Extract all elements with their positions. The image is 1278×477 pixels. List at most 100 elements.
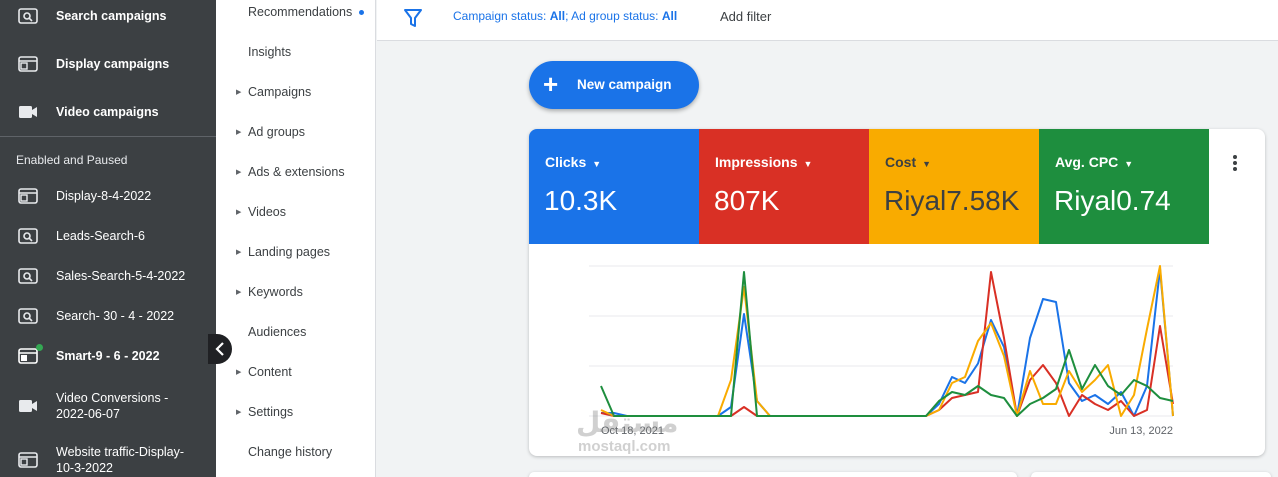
nav-item-change-history[interactable]: Change history (216, 432, 376, 472)
series-line-clicks (601, 268, 1174, 417)
watermark-latin: mostaql.com (578, 438, 671, 455)
collapse-sidebar-button[interactable] (208, 334, 232, 364)
campaign-sidebar: Search campaigns Display campaigns Video c… (0, 0, 216, 477)
dropdown-arrow-icon: ▼ (1124, 159, 1134, 169)
sidebar-item-label: Display campaigns (56, 57, 170, 71)
nav-item-audiences[interactable]: Audiences (216, 312, 376, 352)
chevron-left-icon (215, 342, 224, 356)
nav-item-label: Videos (248, 205, 286, 219)
filter-icon[interactable] (403, 7, 423, 29)
nav-item-label: Landing pages (248, 245, 331, 259)
dropdown-arrow-icon: ▼ (803, 159, 813, 169)
metric-name: Clicks (545, 154, 587, 170)
new-campaign-button[interactable]: + New campaign (529, 61, 699, 109)
new-campaign-label: New campaign (577, 77, 672, 92)
display-campaign-icon (18, 452, 38, 468)
nav-item-label: Audiences (248, 325, 307, 339)
performance-overview-card: Clicks ▼ 10.3K Impressions ▼ 807K Cost ▼ Riyal7.… (529, 129, 1265, 456)
nav-item-label: Ad groups (248, 125, 305, 139)
nav-item-keywords[interactable]: ▶ Keywords (216, 272, 376, 312)
nav-item-label: Recommendations (248, 5, 353, 19)
nav-item-label: Content (248, 365, 292, 379)
sidebar-campaign-label: Sales-Search-5-4-2022 (56, 269, 186, 283)
sidebar-item-label: Search campaigns (56, 9, 167, 23)
sidebar-campaign-item[interactable]: Leads-Search-6 (0, 216, 216, 256)
expand-arrow-icon: ▶ (236, 369, 242, 376)
page-navigation-menu: Recommendations Insights ▶ Campaigns ▶ Ad gro… (216, 0, 376, 477)
search-campaign-icon (18, 308, 38, 324)
sidebar-campaign-label: Video Conversions - 2022-06-07 (56, 391, 169, 421)
recommendations-notification-dot (359, 10, 364, 15)
dropdown-arrow-icon: ▼ (592, 159, 602, 169)
expand-arrow-icon: ▶ (236, 409, 242, 416)
nav-item-label: Ads & extensions (248, 165, 345, 179)
x-axis-start-label: Oct 18, 2021 (601, 425, 664, 437)
nav-item-videos[interactable]: ▶ Videos (216, 192, 376, 232)
sidebar-campaign-item[interactable]: Sales-Search-5-4-2022 (0, 256, 216, 296)
plus-icon: + (543, 69, 559, 99)
nav-item-recommendations[interactable]: Recommendations (216, 0, 376, 32)
sidebar-filter-search-campaigns[interactable]: Search campaigns (0, 0, 216, 36)
nav-item-ads-extensions[interactable]: ▶ Ads & extensions (216, 152, 376, 192)
sidebar-filter-display-campaigns[interactable]: Display campaigns (0, 44, 216, 84)
nav-item-label: Settings (248, 405, 294, 419)
metric-selector[interactable]: Avg. CPC ▼ (1055, 154, 1133, 170)
metric-value: 807K (714, 185, 780, 216)
metric-value: Riyal0.74 (1054, 185, 1171, 216)
metric-name: Impressions (715, 154, 798, 170)
bottom-card-right (1031, 472, 1271, 477)
more-options-icon[interactable] (1225, 153, 1245, 177)
metric-selector[interactable]: Clicks ▼ (545, 154, 601, 170)
scorecard-cost[interactable]: Cost ▼ Riyal7.58K (869, 129, 1039, 244)
watermark-arabic: مستقل (576, 407, 679, 438)
nav-item-ad-groups[interactable]: ▶ Ad groups (216, 112, 376, 152)
metric-value: Riyal7.58K (884, 185, 1020, 216)
adgroup-status-value: All (661, 9, 678, 23)
expand-arrow-icon: ▶ (236, 289, 242, 296)
scorecard-impressions[interactable]: Impressions ▼ 807K (699, 129, 869, 244)
sidebar-campaign-item[interactable]: Video Conversions - 2022-06-07 (0, 383, 216, 429)
metric-name: Avg. CPC (1055, 154, 1119, 170)
metric-name: Cost (885, 154, 917, 170)
nav-item-label: Insights (248, 45, 292, 59)
nav-item-content[interactable]: ▶ Content (216, 352, 376, 392)
watermark-logo: مستقل mostaql.com (576, 408, 678, 456)
search-campaign-icon (18, 228, 38, 244)
scorecard-clicks[interactable]: Clicks ▼ 10.3K (529, 129, 699, 244)
sidebar-section-label: Enabled and Paused (16, 153, 128, 167)
metric-selector[interactable]: Cost ▼ (885, 154, 931, 170)
filter-separator: ; (565, 9, 572, 23)
nav-item-landing-pages[interactable]: ▶ Landing pages (216, 232, 376, 272)
sidebar-campaign-label: Leads-Search-6 (56, 229, 145, 243)
sidebar-campaign-item[interactable]: Search- 30 - 4 - 2022 (0, 296, 216, 336)
sidebar-filter-video-campaigns[interactable]: Video campaigns (0, 92, 216, 132)
filter-bar: Campaign status: All; Ad group status: A… (377, 0, 1278, 41)
sidebar-campaign-label: Display-8-4-2022 (56, 189, 152, 203)
expand-arrow-icon: ▶ (236, 169, 242, 176)
campaign-status-label: Campaign status: (453, 9, 550, 23)
expand-arrow-icon: ▶ (236, 129, 242, 136)
bottom-card-left (529, 472, 1017, 477)
scorecard-avg-cpc[interactable]: Avg. CPC ▼ Riyal0.74 (1039, 129, 1209, 244)
metric-selector[interactable]: Impressions ▼ (715, 154, 812, 170)
performance-line-chart: Oct 18, 2021 Jun 13, 2022 (589, 265, 1174, 437)
nav-item-settings[interactable]: ▶ Settings (216, 392, 376, 432)
sidebar-campaign-label: Smart-9 - 6 - 2022 (56, 349, 160, 363)
sidebar-campaign-item[interactable]: Website traffic-Display- 10-3-2022 (0, 437, 216, 477)
x-axis-end-label: Jun 13, 2022 (1109, 425, 1173, 437)
expand-arrow-icon: ▶ (236, 89, 242, 96)
dropdown-arrow-icon: ▼ (922, 159, 932, 169)
nav-item-campaigns[interactable]: ▶ Campaigns (216, 72, 376, 112)
search-campaign-icon (18, 8, 38, 24)
sidebar-item-label: Video campaigns (56, 105, 159, 119)
add-filter-button[interactable]: Add filter (720, 9, 772, 24)
sidebar-campaign-label: Website traffic-Display- 10-3-2022 (56, 445, 185, 475)
sidebar-campaign-item[interactable]: Smart-9 - 6 - 2022 (0, 336, 216, 376)
series-line-impressions (600, 271, 1174, 417)
display-campaign-icon (18, 56, 38, 72)
active-filters[interactable]: Campaign status: All; Ad group status: A… (453, 9, 677, 23)
video-campaign-icon (18, 104, 38, 120)
nav-item-insights[interactable]: Insights (216, 32, 376, 72)
sidebar-campaign-item[interactable]: Display-8-4-2022 (0, 176, 216, 216)
adgroup-status-label: Ad group status: (571, 9, 662, 23)
